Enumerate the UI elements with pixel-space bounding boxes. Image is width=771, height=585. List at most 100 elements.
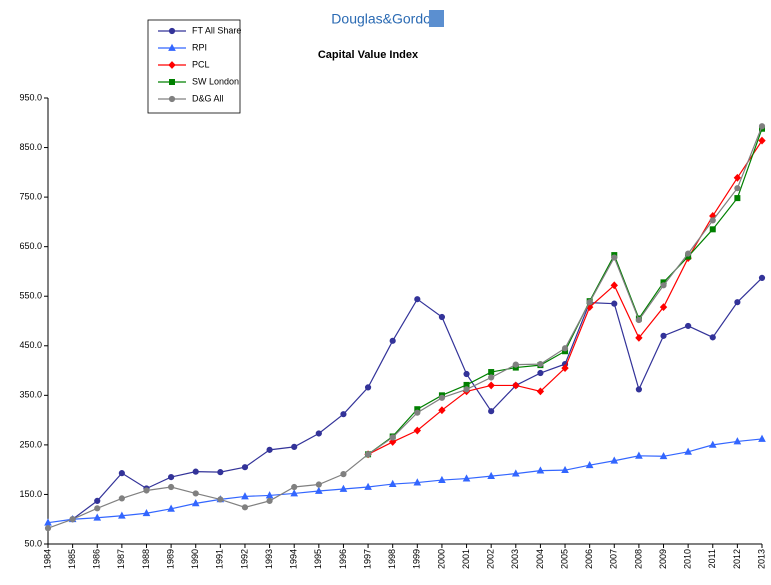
data-point — [413, 478, 422, 486]
x-tick-label: 1984 — [42, 549, 52, 569]
data-point — [93, 513, 102, 521]
data-point — [217, 496, 224, 503]
data-point — [339, 484, 348, 492]
data-point — [611, 300, 618, 307]
data-point — [389, 337, 396, 344]
data-point — [414, 296, 421, 303]
data-point — [487, 381, 495, 390]
data-point — [192, 468, 199, 475]
y-tick-label: 150.0 — [19, 489, 42, 499]
data-point — [734, 195, 741, 202]
data-point — [414, 409, 421, 416]
data-point — [340, 471, 347, 478]
x-tick-label: 2004 — [535, 549, 545, 569]
legend-label: PCL — [192, 59, 210, 69]
data-point — [512, 361, 519, 368]
data-point — [635, 451, 643, 459]
x-tick-label: 2001 — [461, 549, 471, 569]
legend-label: SW London — [192, 76, 239, 86]
x-tick-label: 1991 — [215, 549, 225, 569]
data-point — [191, 499, 200, 507]
data-point — [438, 475, 446, 483]
data-point — [659, 303, 668, 312]
x-tick-label: 2012 — [732, 549, 742, 569]
data-point — [734, 185, 741, 192]
data-point — [537, 361, 544, 368]
data-point — [659, 452, 668, 460]
legend-marker — [169, 79, 175, 85]
brand: Douglas&Gordon — [331, 11, 438, 27]
data-point — [635, 386, 642, 393]
data-point — [241, 492, 249, 500]
x-tick-label: 1999 — [412, 549, 422, 569]
data-point — [733, 437, 742, 445]
x-tick-label: 1995 — [313, 549, 323, 569]
legend-marker — [168, 43, 176, 51]
data-point — [266, 446, 273, 453]
data-point — [660, 332, 667, 339]
data-point — [44, 525, 52, 532]
y-tick-label: 850.0 — [19, 142, 42, 152]
x-tick-label: 1986 — [92, 549, 102, 569]
data-point — [241, 504, 249, 511]
data-point — [537, 369, 544, 377]
data-point — [660, 282, 667, 289]
data-point — [488, 374, 495, 381]
data-point — [315, 430, 322, 437]
x-tick-label: 2010 — [683, 549, 693, 569]
data-point — [364, 384, 372, 391]
x-tick-label: 1998 — [387, 549, 397, 569]
data-point — [168, 474, 175, 481]
data-point — [512, 381, 520, 390]
x-tick-label: 1997 — [362, 549, 372, 569]
x-tick-label: 1990 — [190, 549, 200, 569]
data-point — [635, 316, 642, 324]
logo-icon — [429, 10, 444, 27]
data-point — [389, 434, 396, 441]
legend-box — [147, 19, 241, 114]
data-point — [315, 481, 322, 488]
x-tick-label: 2011 — [707, 549, 717, 568]
data-point — [118, 470, 125, 477]
data-point — [758, 136, 766, 145]
x-tick-label: 2007 — [609, 549, 619, 569]
data-point — [610, 456, 619, 464]
legend-label: FT All Share — [192, 25, 241, 35]
series-line — [47, 126, 763, 529]
data-point — [168, 483, 175, 491]
data-point — [684, 447, 692, 455]
x-tick-label: 1985 — [67, 549, 77, 569]
data-point — [413, 426, 421, 435]
data-point — [94, 497, 101, 504]
y-tick-label: 750.0 — [19, 191, 42, 201]
data-point — [685, 322, 692, 330]
data-point — [561, 345, 569, 352]
data-point — [586, 299, 593, 306]
data-point — [758, 123, 766, 130]
data-point — [94, 505, 101, 512]
data-point — [364, 451, 372, 458]
x-tick-label: 2008 — [633, 549, 643, 569]
data-point — [291, 483, 298, 491]
x-tick-label: 1993 — [264, 549, 274, 569]
data-point — [488, 408, 495, 415]
data-point — [488, 369, 495, 376]
data-point — [388, 479, 397, 487]
data-point — [709, 217, 716, 224]
data-point — [291, 443, 298, 450]
legend-marker — [168, 61, 176, 69]
data-point — [266, 497, 273, 504]
data-point — [314, 486, 323, 494]
y-tick-label: 350.0 — [19, 390, 42, 400]
x-tick-label: 1988 — [141, 549, 151, 569]
x-tick-label: 1987 — [116, 549, 126, 569]
data-point — [217, 469, 224, 476]
data-point — [462, 474, 471, 482]
x-tick-label: 2000 — [436, 549, 446, 569]
data-point — [463, 386, 470, 393]
data-point — [340, 411, 347, 418]
data-point — [118, 495, 125, 502]
x-tick-label: 1994 — [289, 549, 299, 569]
data-point — [536, 466, 545, 474]
